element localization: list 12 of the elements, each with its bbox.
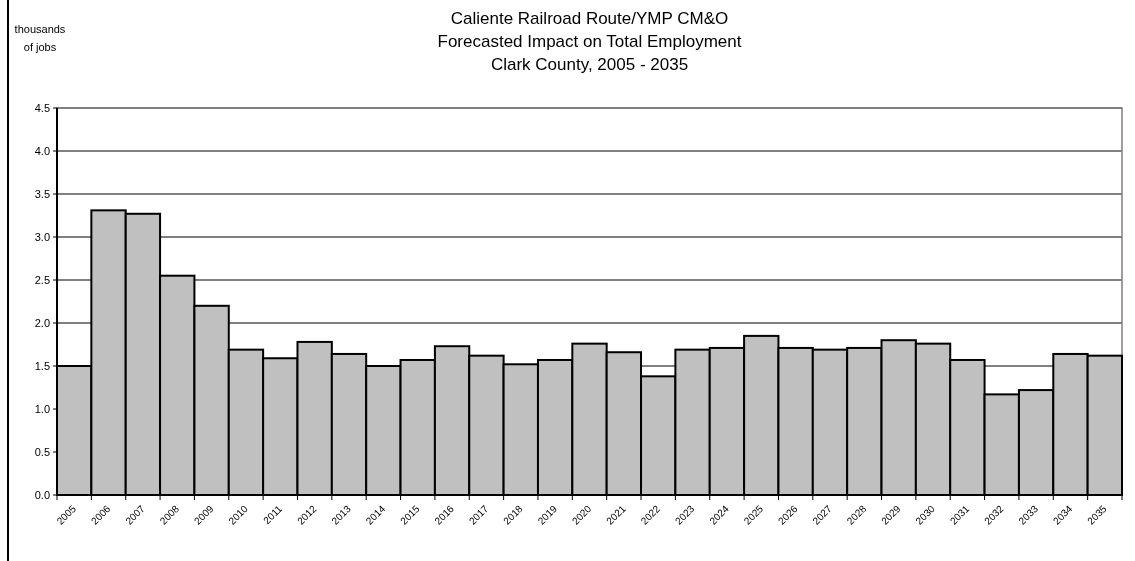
y-tick-label: 2.0 (34, 316, 50, 329)
y-tick-label: 3.5 (34, 187, 50, 200)
y-axis-title: thousands of jobs (14, 23, 66, 53)
y-tick-label: 2.5 (34, 273, 50, 286)
chart-title: Caliente Railroad Route/YMP CM&O Forecasted Impact on Total Employment Clark County, 2005 - 2035 (437, 9, 742, 74)
y-tick-label: 0.5 (34, 445, 50, 458)
y-tick-label: 1.0 (34, 402, 50, 415)
y-tick-label: 4.5 (34, 101, 50, 114)
y-tick-label: 3.0 (34, 230, 50, 243)
y-tick-label: 4.0 (34, 144, 50, 157)
y-tick-label: 1.5 (34, 359, 50, 372)
y-tick-label: 0.0 (34, 488, 50, 501)
